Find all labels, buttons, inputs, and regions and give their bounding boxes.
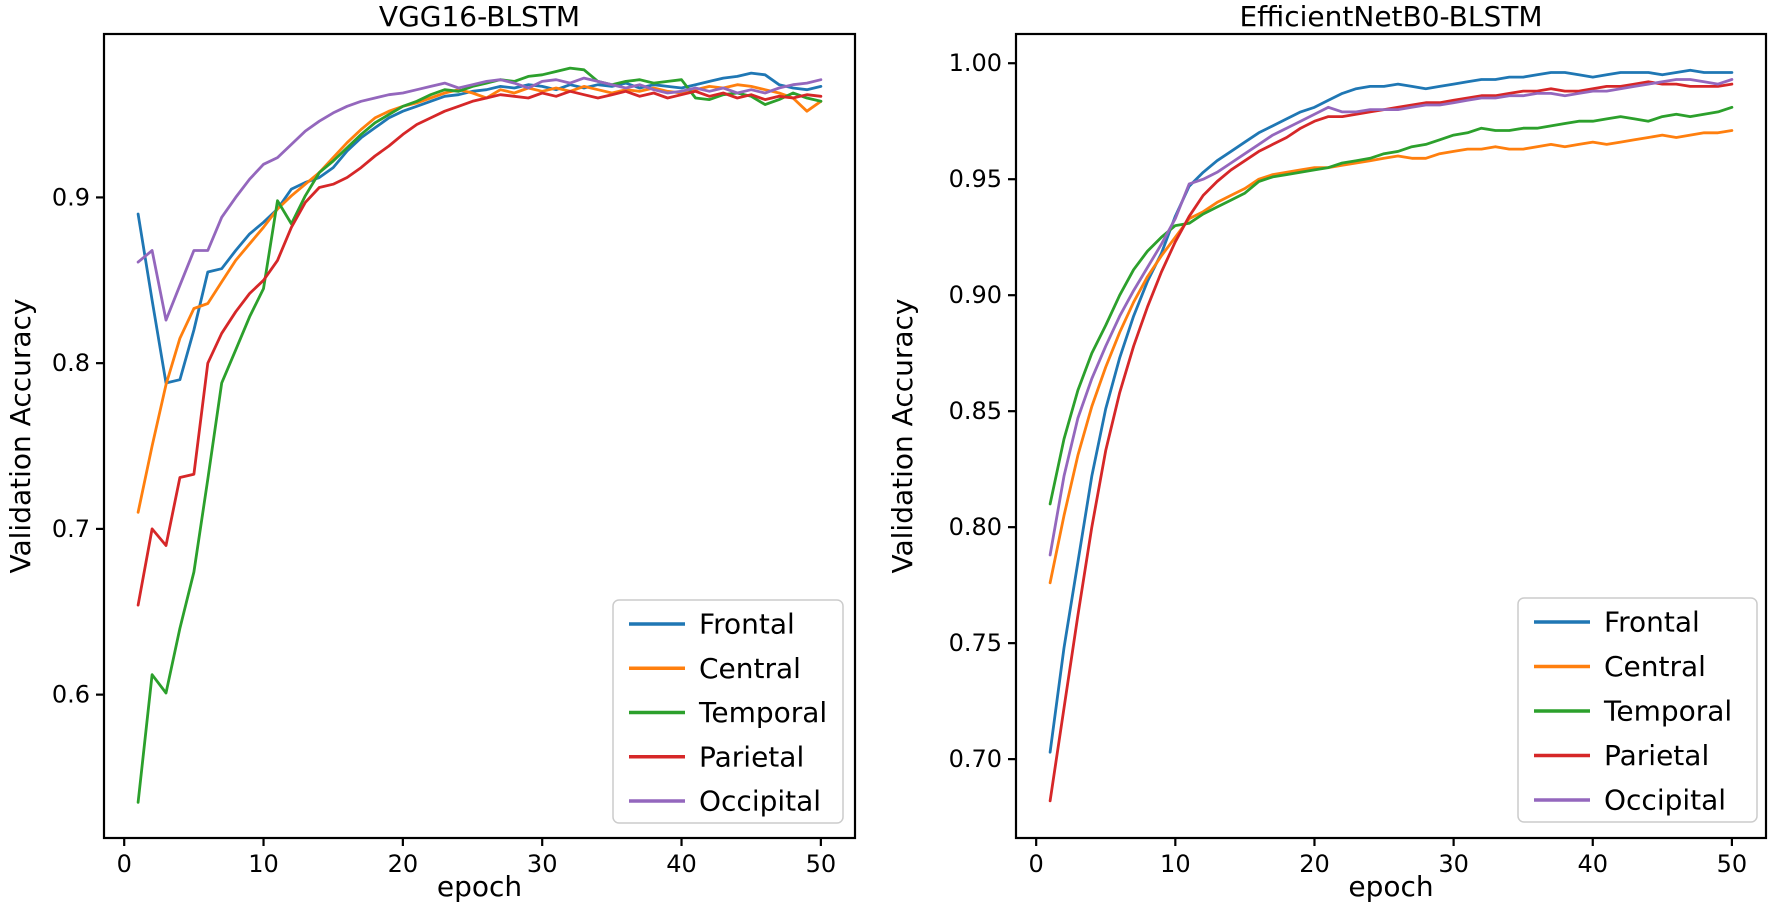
chart-efficientnetb0-blstm: 0 10 20 30 40 50 0.70 0.75 0.80 0.85 0.90 0.95 1.00 E… bbox=[886, 0, 1768, 903]
series-line-frontal bbox=[136, 71, 823, 385]
y-tick-label: 0.85 bbox=[949, 397, 1002, 425]
x-tick-label: 50 bbox=[806, 850, 837, 878]
series-line-temporal bbox=[136, 66, 823, 804]
x-tick-label: 30 bbox=[1438, 850, 1469, 878]
legend-label-parietal: Parietal bbox=[699, 740, 804, 773]
x-tick-label: 40 bbox=[1577, 850, 1608, 878]
series-line-occipital bbox=[1048, 78, 1734, 557]
plot-border bbox=[1014, 32, 1768, 840]
y-tick-label: 0.95 bbox=[949, 165, 1002, 193]
y-tick-label: 0.7 bbox=[52, 515, 90, 543]
x-tick-label: 20 bbox=[388, 850, 419, 878]
series-line-temporal bbox=[1048, 105, 1734, 506]
legend-label-temporal: Temporal bbox=[698, 696, 827, 729]
series-line-central bbox=[136, 83, 823, 514]
x-axis-label: epoch bbox=[1348, 870, 1433, 903]
legend-label-occipital: Occipital bbox=[699, 785, 821, 818]
legend-label-occipital: Occipital bbox=[1604, 784, 1726, 817]
legend-label-frontal: Frontal bbox=[1604, 606, 1700, 639]
legend-box bbox=[1517, 597, 1758, 823]
y-tick-label: 1.00 bbox=[949, 49, 1002, 77]
x-tick-label: 30 bbox=[527, 850, 558, 878]
series-line-frontal bbox=[1048, 68, 1734, 754]
y-axis-label: Validation Accuracy bbox=[4, 299, 37, 574]
x-tick-label: 10 bbox=[1160, 850, 1191, 878]
y-tick-label: 0.80 bbox=[949, 513, 1002, 541]
y-tick-label: 0.9 bbox=[52, 183, 90, 211]
legend-label-central: Central bbox=[699, 652, 801, 685]
x-tick-label: 20 bbox=[1299, 850, 1330, 878]
series-line-central bbox=[1048, 129, 1734, 585]
chart-vgg16-blstm: 0 10 20 30 40 50 0.6 0.7 0.8 0.9 VGG16-BLSTM epoch V… bbox=[4, 0, 857, 903]
y-tick-label: 0.90 bbox=[949, 281, 1002, 309]
x-tick-label: 40 bbox=[666, 850, 697, 878]
legend-box bbox=[612, 599, 844, 824]
y-axis-label: Validation Accuracy bbox=[886, 299, 919, 574]
series-line-occipital bbox=[136, 76, 823, 322]
legend: Frontal Central Temporal Parietal Occipital bbox=[612, 599, 844, 824]
y-tick-label: 0.75 bbox=[949, 629, 1002, 657]
legend-label-parietal: Parietal bbox=[1604, 739, 1709, 772]
chart-title: EfficientNetB0-BLSTM bbox=[1239, 0, 1542, 33]
x-tick-label: 0 bbox=[117, 850, 132, 878]
legend-label-frontal: Frontal bbox=[699, 608, 795, 641]
y-tick-label: 0.70 bbox=[949, 745, 1002, 773]
y-tick-label: 0.6 bbox=[52, 681, 90, 709]
plot-border bbox=[102, 32, 857, 840]
x-tick-label: 50 bbox=[1717, 850, 1748, 878]
x-tick-label: 10 bbox=[248, 850, 279, 878]
legend: Frontal Central Temporal Parietal Occipital bbox=[1517, 597, 1758, 823]
legend-label-temporal: Temporal bbox=[1603, 695, 1732, 728]
x-axis-label: epoch bbox=[437, 870, 522, 903]
legend-label-central: Central bbox=[1604, 650, 1706, 683]
y-tick-label: 0.8 bbox=[52, 349, 90, 377]
chart-title: VGG16-BLSTM bbox=[379, 0, 580, 33]
series-line-parietal bbox=[136, 89, 823, 607]
x-tick-label: 0 bbox=[1029, 850, 1044, 878]
